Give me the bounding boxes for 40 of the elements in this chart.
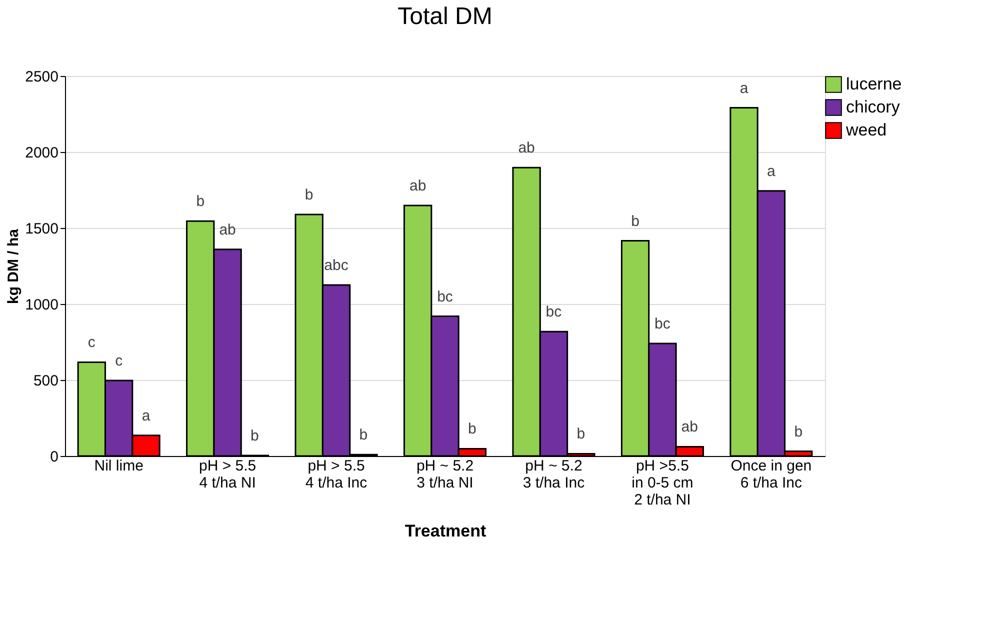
data-label: ab bbox=[219, 221, 236, 238]
data-label: abc bbox=[324, 257, 349, 274]
data-label: b bbox=[576, 426, 586, 443]
y-tick-label: 2500 bbox=[25, 68, 58, 86]
x-tick-label: pH ~ 5.2 3 t/ha NI bbox=[416, 458, 474, 492]
y-tick-label: 0 bbox=[50, 448, 58, 466]
data-label: bc bbox=[654, 316, 671, 333]
data-label: b bbox=[196, 193, 205, 210]
y-tick-label: 1000 bbox=[25, 296, 58, 314]
y-axis-title: kg DM / ha bbox=[5, 228, 22, 304]
legend-label: chicory bbox=[846, 98, 900, 116]
data-label: a bbox=[740, 80, 749, 97]
data-label: ab bbox=[681, 418, 698, 436]
data-label: b bbox=[359, 426, 368, 444]
chart-title: Total DM bbox=[398, 3, 492, 30]
data-label: bc bbox=[546, 304, 562, 321]
data-label: c bbox=[115, 352, 124, 370]
data-label: b bbox=[250, 428, 259, 445]
data-label: a bbox=[767, 162, 776, 180]
y-tick-label: 500 bbox=[33, 372, 58, 390]
y-tick-label: 2000 bbox=[25, 144, 58, 162]
x-tick-label: pH ~ 5.2 3 t/ha Inc bbox=[522, 458, 586, 492]
legend-label: lucerne bbox=[846, 74, 902, 94]
x-tick-label: pH > 5.5 4 t/ha Inc bbox=[305, 458, 368, 492]
data-label: b bbox=[304, 186, 314, 204]
x-tick-label: pH >5.5 in 0-5 cm 2 t/ha NI bbox=[632, 458, 694, 508]
data-label: b bbox=[468, 420, 476, 438]
y-tick-label: 1500 bbox=[25, 220, 58, 238]
legend-label: weed bbox=[845, 120, 887, 140]
data-label: ab bbox=[518, 140, 535, 157]
x-tick-label: Nil lime bbox=[94, 458, 144, 474]
x-tick-label: Once in gen 6 t/ha Inc bbox=[730, 458, 812, 492]
x-axis-title: Treatment bbox=[404, 522, 486, 540]
data-label: bc bbox=[437, 288, 454, 306]
x-tick-label: pH > 5.5 4 t/ha NI bbox=[198, 458, 256, 492]
data-label: a bbox=[142, 407, 151, 424]
data-label: c bbox=[88, 334, 96, 352]
data-label: b bbox=[631, 212, 640, 230]
data-label: b bbox=[794, 423, 803, 440]
data-label: ab bbox=[409, 178, 426, 195]
